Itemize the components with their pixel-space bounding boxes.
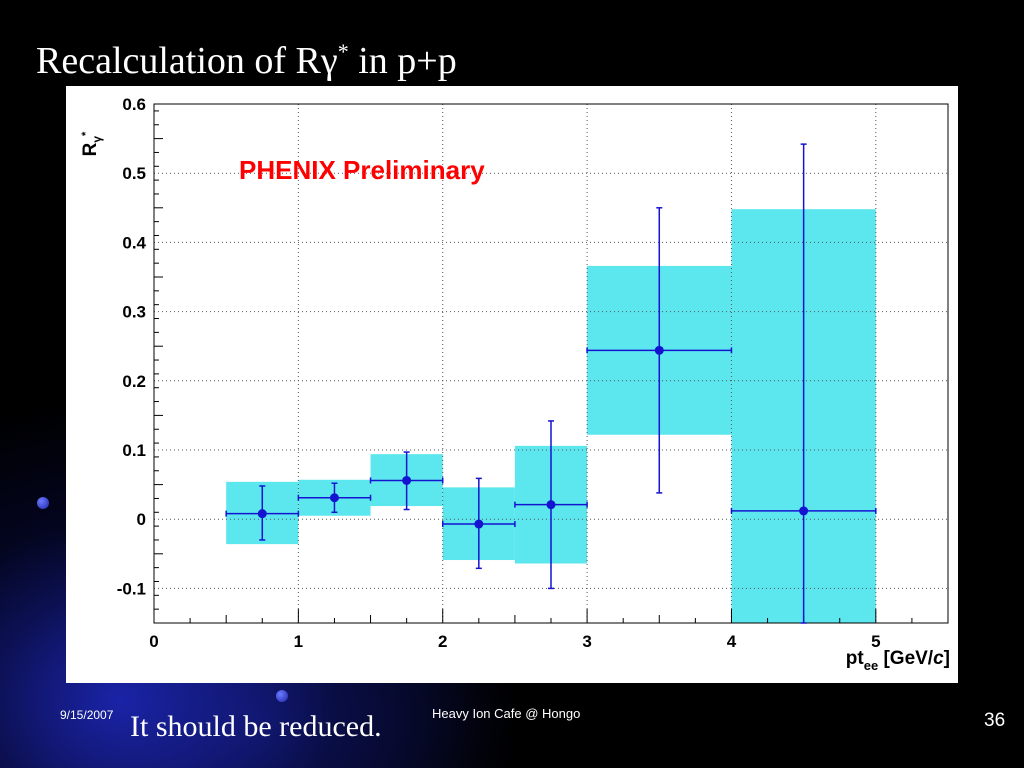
decorative-dot xyxy=(37,497,49,509)
slide-title-tail: in p+p xyxy=(348,40,457,82)
y-axis-label: Rγ* xyxy=(80,131,104,156)
data-point xyxy=(257,509,267,519)
page-number: 36 xyxy=(984,710,1006,731)
slide-note: It should be reduced. xyxy=(130,710,382,743)
x-axis-label: ptee [GeV/c] xyxy=(846,648,950,673)
data-point xyxy=(329,493,339,503)
data-point xyxy=(654,345,664,355)
chart-panel: 0 1 2 3 4 5 -0.1 0 0.1 0.2 0.3 0.4 0.5 0.6 Rγ* ptee [Ge… xyxy=(66,86,958,683)
data-point xyxy=(799,506,809,516)
x-tick-label: 1 xyxy=(294,632,303,651)
x-tick-label: 4 xyxy=(727,632,737,651)
slide-title: Recalculation of Rγ* in p+p xyxy=(36,36,457,86)
data-point xyxy=(546,500,556,510)
x-tick-label: 0 xyxy=(149,632,158,651)
footer-date: 9/15/2007 xyxy=(60,708,114,722)
slide-title-main: Recalculation of Rγ xyxy=(36,40,338,82)
y-tick-label: -0.1 xyxy=(117,579,146,598)
r-gamma-chart: 0 1 2 3 4 5 -0.1 0 0.1 0.2 0.3 0.4 0.5 0.6 Rγ* ptee [Ge… xyxy=(80,95,950,673)
footer-center-text: Heavy Ion Cafe @ Hongo xyxy=(432,706,581,721)
decorative-dot xyxy=(276,690,288,702)
y-tick-label: 0.1 xyxy=(122,441,146,460)
x-tick-label: 3 xyxy=(582,632,591,651)
y-tick-label: 0.6 xyxy=(122,95,146,114)
slide-title-superscript: * xyxy=(337,39,349,64)
data-point xyxy=(474,519,484,529)
y-tick-label: 0.5 xyxy=(122,164,146,183)
x-tick-label: 5 xyxy=(871,632,880,651)
y-tick-label: 0.4 xyxy=(122,233,146,252)
y-tick-label: 0 xyxy=(137,510,146,529)
x-tick-label: 2 xyxy=(438,632,447,651)
data-point xyxy=(402,475,412,485)
y-tick-label: 0.2 xyxy=(122,372,146,391)
y-tick-label: 0.3 xyxy=(122,303,146,322)
chart-annotation: PHENIX Preliminary xyxy=(239,155,485,185)
